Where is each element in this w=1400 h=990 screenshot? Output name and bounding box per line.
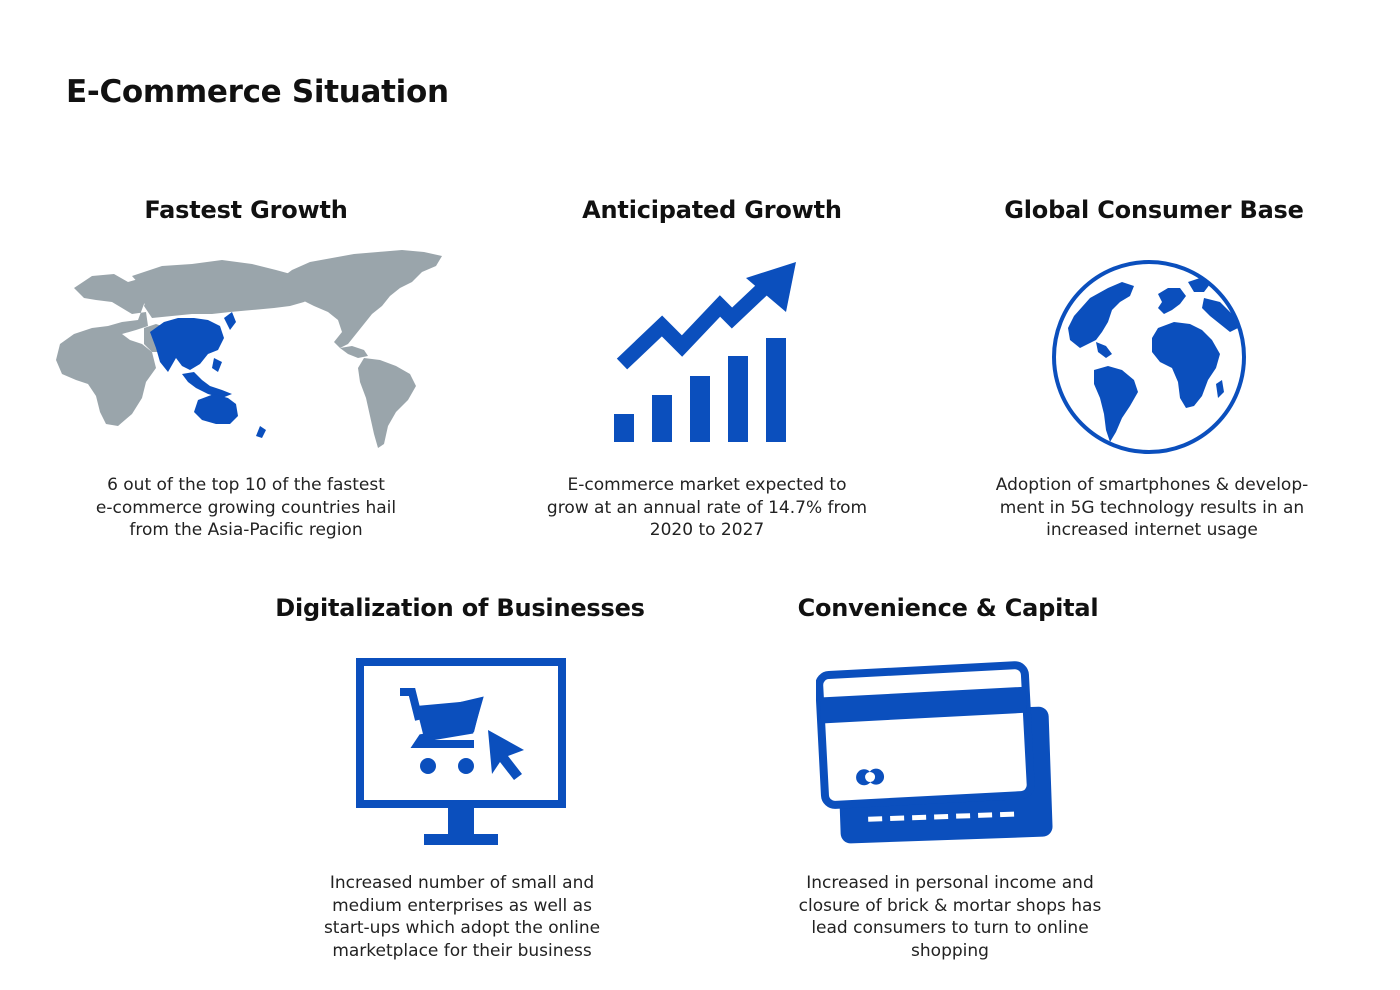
text-line: lead consumers to turn to online bbox=[811, 918, 1089, 938]
text-line: start-ups which adopt the online bbox=[323, 918, 601, 938]
card-anticipated-growth-text: E-commerce market expected to grow at an… bbox=[512, 474, 902, 542]
text-line: from the Asia-Pacific region bbox=[129, 520, 363, 540]
text-line: Adoption of smartphones & develop- bbox=[995, 475, 1309, 495]
card-convenience-capital: Convenience & Capital bbox=[758, 594, 1138, 622]
text-line: closure of brick & mortar shops has bbox=[798, 895, 1102, 916]
text-line: increased internet usage bbox=[1046, 520, 1258, 540]
card-fastest-growth: Fastest Growth bbox=[66, 196, 426, 224]
online-shopping-monitor-icon bbox=[356, 658, 566, 845]
text-line: 2020 to 2027 bbox=[649, 520, 765, 540]
card-anticipated-growth: Anticipated Growth bbox=[532, 196, 892, 224]
text-line: 6 out of the top 10 of the fastest bbox=[107, 475, 385, 495]
text-line: shopping bbox=[911, 940, 989, 961]
text-line: Increased in personal income and bbox=[806, 873, 1094, 893]
text-line: e-commerce growing countries hail bbox=[95, 497, 397, 518]
text-line: marketplace for their business bbox=[332, 940, 592, 961]
text-line: medium enterprises as well as bbox=[332, 895, 592, 916]
credit-cards-icon bbox=[816, 661, 1053, 844]
card-title: Fastest Growth bbox=[144, 196, 348, 224]
card-digitalization-text: Increased number of small and medium ent… bbox=[262, 872, 662, 962]
text-line: E-commerce market expected to bbox=[567, 475, 847, 495]
growth-chart-icon bbox=[614, 262, 796, 442]
card-fastest-growth-text: 6 out of the top 10 of the fastest e-com… bbox=[56, 474, 436, 542]
card-global-consumer-base-text: Adoption of smartphones & develop- ment … bbox=[952, 474, 1352, 542]
card-title: Convenience & Capital bbox=[797, 594, 1099, 622]
card-digitalization: Digitalization of Businesses bbox=[250, 594, 670, 622]
card-title: Global Consumer Base bbox=[1004, 196, 1304, 224]
text-line: grow at an annual rate of 14.7% from bbox=[546, 497, 868, 518]
text-line: ment in 5G technology results in an bbox=[999, 497, 1305, 518]
card-convenience-capital-text: Increased in personal income and closure… bbox=[750, 872, 1150, 962]
page-title: E-Commerce Situation bbox=[66, 74, 449, 110]
card-title: Digitalization of Businesses bbox=[275, 594, 645, 622]
globe-icon bbox=[1052, 260, 1246, 454]
world-map-icon bbox=[56, 250, 442, 448]
text-line: Increased number of small and bbox=[329, 873, 595, 893]
card-global-consumer-base: Global Consumer Base bbox=[974, 196, 1334, 224]
card-title: Anticipated Growth bbox=[582, 196, 842, 224]
